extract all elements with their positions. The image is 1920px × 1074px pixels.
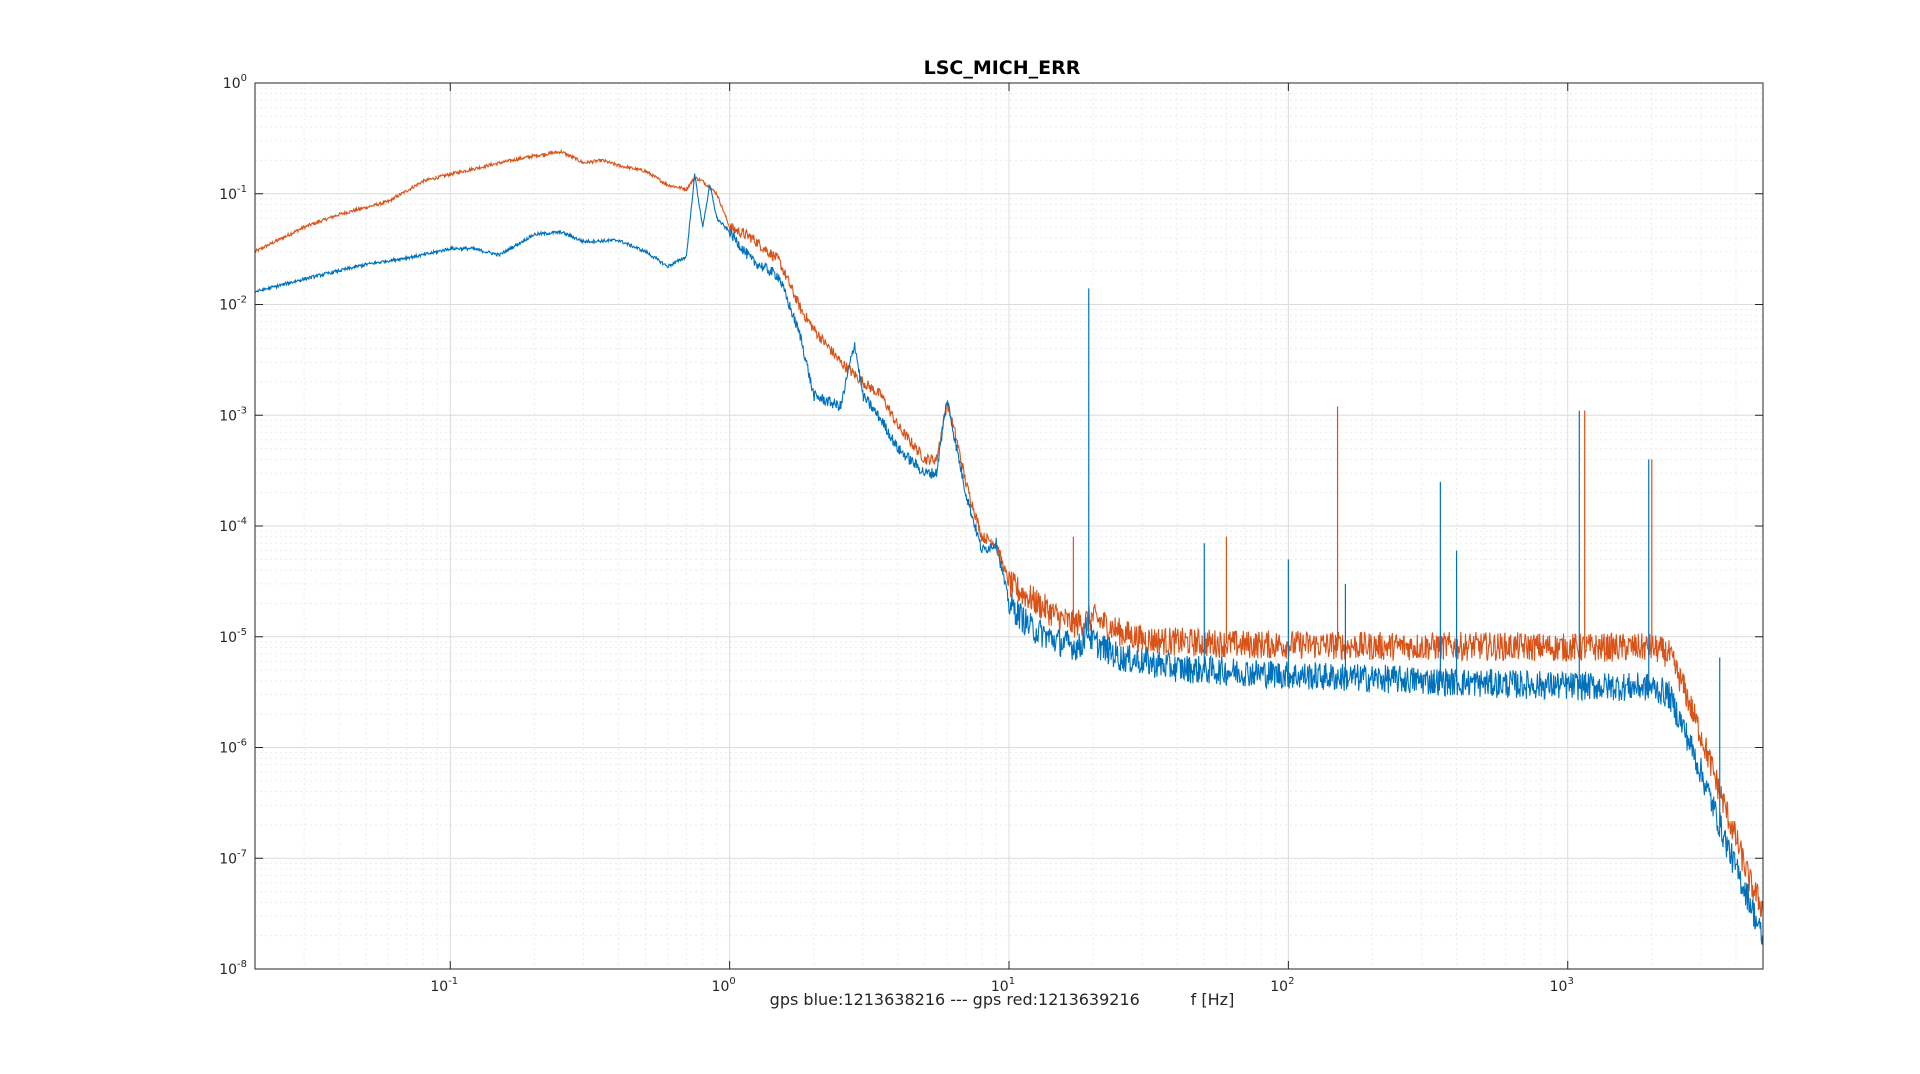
x-axis-ticks: 10-1 100 101 102 103 [430,83,1574,995]
y-tick-label: 10-4 [219,516,247,535]
chart-title: LSC_MICH_ERR [924,57,1081,79]
y-tick-label: 10-2 [219,295,247,314]
x-tick-label: 100 [712,976,736,995]
x-tick-label: 102 [1270,976,1294,995]
y-tick-label: 10-6 [219,738,247,757]
y-tick-label: 10-3 [219,405,247,424]
x-tick-label: 10-1 [430,976,458,995]
x-tick-label: 103 [1550,976,1574,995]
x-tick-label: 101 [991,976,1015,995]
x-axis-label: gps blue:1213638216 --- gps red:12136392… [770,990,1235,1009]
y-tick-label: 10-1 [219,184,247,203]
y-tick-label: 10-8 [219,959,247,978]
y-axis-ticks: 10-8 10-7 10-6 10-5 10-4 10-3 10-2 10-1 100 [219,73,1763,978]
minor-grid [254,83,1764,969]
series-line-blue [255,173,1763,945]
y-tick-label: 100 [223,73,247,92]
series-line-red [255,148,1763,918]
plot-area [255,148,1763,945]
y-tick-label: 10-5 [219,627,247,646]
y-tick-label: 10-7 [219,848,247,867]
